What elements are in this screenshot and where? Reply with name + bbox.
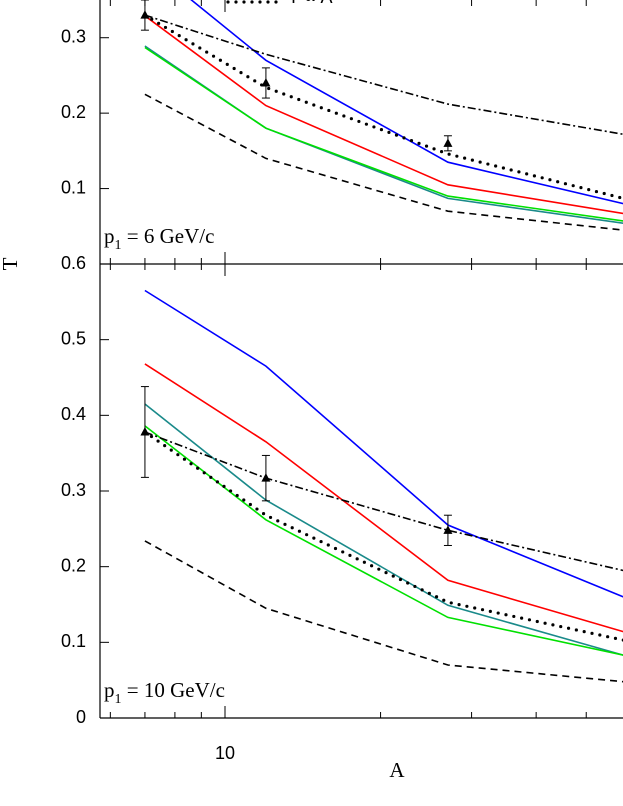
y-axis-label: T (0, 257, 22, 270)
x-tick-label: 10 (215, 743, 235, 763)
panel-label-part: 1 (115, 692, 122, 707)
data-point (140, 426, 150, 436)
panel-label-part: = 10 GeV/c (122, 678, 225, 702)
data-point (140, 10, 150, 19)
series-line (144, 431, 623, 572)
y-tick-label: 0.3 (61, 480, 86, 500)
series-line (144, 93, 623, 231)
data-point (443, 525, 453, 534)
plot-area (143, 0, 623, 231)
y-tick-label: 0.6 (61, 253, 86, 273)
series-line (144, 289, 623, 598)
series-line (143, 13, 623, 200)
data-point (261, 473, 271, 482)
plot-area (143, 289, 623, 683)
y-tick-label: 0 (76, 707, 86, 727)
series-line (144, 15, 623, 215)
series-line (144, 14, 623, 136)
y-tick-label: 0.3 (61, 26, 86, 46)
panel-label-part: p (104, 678, 115, 702)
data-point (443, 138, 453, 147)
series-line (144, 45, 623, 225)
series-line (190, 0, 623, 205)
panel-label-part: = 6 GeV/c (122, 224, 215, 248)
panel-label: p1 = 10 GeV/c (104, 678, 225, 707)
y-tick-label: 0.1 (61, 177, 86, 197)
y-tick-label: 0.2 (61, 555, 86, 575)
series-line (144, 46, 623, 222)
series-line (143, 430, 623, 642)
panel-label: p1 = 6 GeV/c (104, 224, 214, 253)
series-line (144, 363, 623, 633)
series-line (144, 403, 623, 656)
data-point (261, 77, 271, 87)
x-axis-label: A (389, 758, 405, 782)
y-tick-label: 0.5 (61, 328, 86, 348)
y-tick-label: 0.2 (61, 102, 86, 122)
y-tick-label: 0.4 (61, 404, 86, 424)
panel-label-part: p (104, 224, 115, 248)
series-line (144, 540, 623, 683)
legend-label: T ∝ A (288, 0, 333, 7)
y-tick-label: 0.1 (61, 631, 86, 651)
panel-label-part: 1 (115, 238, 122, 253)
